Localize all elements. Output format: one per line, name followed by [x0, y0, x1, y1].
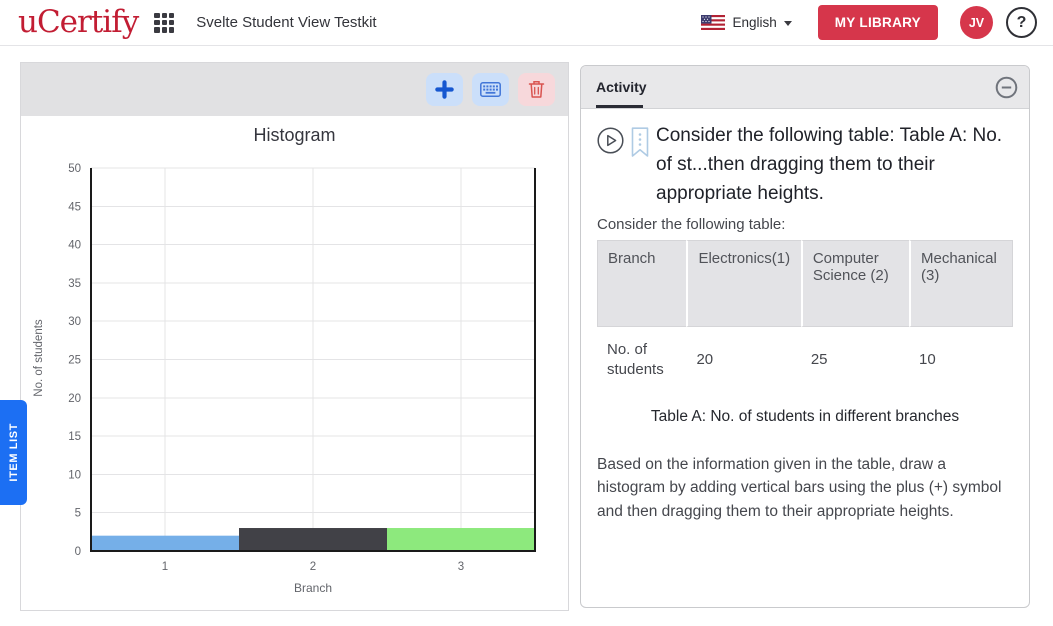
chart-region: Histogram 0 5 10 15 20 25 30 35 40 45 50 1 2 3 No. of… — [21, 116, 568, 610]
histogram-bar[interactable] — [91, 535, 239, 551]
question-title: Consider the following table: Table A: N… — [656, 125, 1003, 204]
minus-circle-icon — [995, 76, 1017, 99]
table-cell: 25 — [810, 350, 828, 368]
help-button[interactable]: ? — [1006, 7, 1037, 38]
ucertify-logo[interactable]: uCertify — [18, 4, 139, 40]
apps-grid-icon[interactable] — [154, 12, 175, 33]
user-avatar[interactable]: JV — [960, 6, 993, 39]
svg-text:25: 25 — [68, 355, 81, 367]
plus-icon — [435, 80, 454, 99]
trash-icon — [528, 81, 545, 98]
table-header-cell: Mechanical (3) — [908, 239, 1013, 327]
data-table: Branch Electronics(1) Computer Science (… — [597, 239, 1013, 394]
top-header: uCertify Svelte Student View Testkit Eng… — [0, 0, 1053, 46]
tab-activity[interactable]: Activity — [596, 66, 647, 108]
table-row: No. of students 20 25 10 — [597, 327, 1013, 394]
x-axis-label: Branch — [293, 581, 333, 595]
play-audio-icon[interactable] — [597, 127, 624, 154]
collapse-panel-button[interactable] — [994, 76, 1018, 100]
item-list-tab[interactable]: ITEM LIST — [0, 400, 27, 505]
chevron-down-icon — [783, 21, 792, 26]
svg-text:35: 35 — [68, 278, 81, 290]
svg-text:1: 1 — [162, 561, 168, 573]
chart-toolbar — [21, 63, 568, 116]
activity-panel: Activity Consider the following table: T… — [580, 65, 1030, 608]
svg-text:0: 0 — [75, 546, 81, 558]
table-header-row: Branch Electronics(1) Computer Science (… — [597, 239, 1013, 327]
svg-text:10: 10 — [68, 469, 81, 481]
table-header-cell: Branch — [597, 239, 687, 327]
activity-header: Activity — [581, 66, 1029, 109]
course-title: Svelte Student View Testkit — [196, 14, 377, 31]
svg-text:3: 3 — [458, 561, 464, 573]
instruction-text: Based on the information given in the ta… — [597, 456, 1002, 520]
svg-text:5: 5 — [75, 508, 81, 520]
add-bar-button[interactable] — [426, 73, 463, 106]
svg-text:20: 20 — [68, 393, 81, 405]
table-cell: 20 — [696, 350, 714, 368]
delete-button[interactable] — [518, 73, 555, 106]
language-selector[interactable]: English — [701, 15, 792, 30]
svg-text:30: 30 — [68, 316, 81, 328]
chart-title: Histogram — [253, 125, 336, 145]
svg-text:2: 2 — [310, 561, 316, 573]
us-flag-icon — [701, 15, 726, 30]
svg-text:45: 45 — [68, 201, 81, 213]
histogram-svg[interactable]: 0 5 10 15 20 25 30 35 40 45 50 1 2 3 — [21, 116, 568, 610]
histogram-bar[interactable] — [387, 528, 535, 551]
table-cell: 10 — [918, 350, 936, 368]
y-axis-label: No. of students — [33, 319, 45, 397]
keyboard-icon — [480, 82, 501, 97]
item-list-label: ITEM LIST — [7, 423, 20, 482]
keyboard-button[interactable] — [472, 73, 509, 106]
svg-text:15: 15 — [68, 431, 81, 443]
activity-body: Consider the following table: Table A: N… — [581, 109, 1029, 523]
my-library-button[interactable]: MY LIBRARY — [817, 5, 938, 40]
svg-text:50: 50 — [68, 163, 81, 175]
language-label: English — [732, 15, 777, 30]
table-intro: Consider the following table: — [597, 215, 786, 233]
histogram-bar[interactable] — [239, 528, 387, 551]
bookmark-icon[interactable] — [631, 127, 649, 158]
table-cell: No. of students — [607, 340, 664, 378]
table-header-cell: Electronics(1) — [686, 239, 801, 327]
svg-text:40: 40 — [68, 240, 81, 252]
table-caption: Table A: No. of students in different br… — [650, 408, 960, 426]
table-header-cell: Computer Science (2) — [800, 239, 909, 327]
histogram-panel: Histogram 0 5 10 15 20 25 30 35 40 45 50 1 2 3 No. of… — [20, 62, 569, 611]
